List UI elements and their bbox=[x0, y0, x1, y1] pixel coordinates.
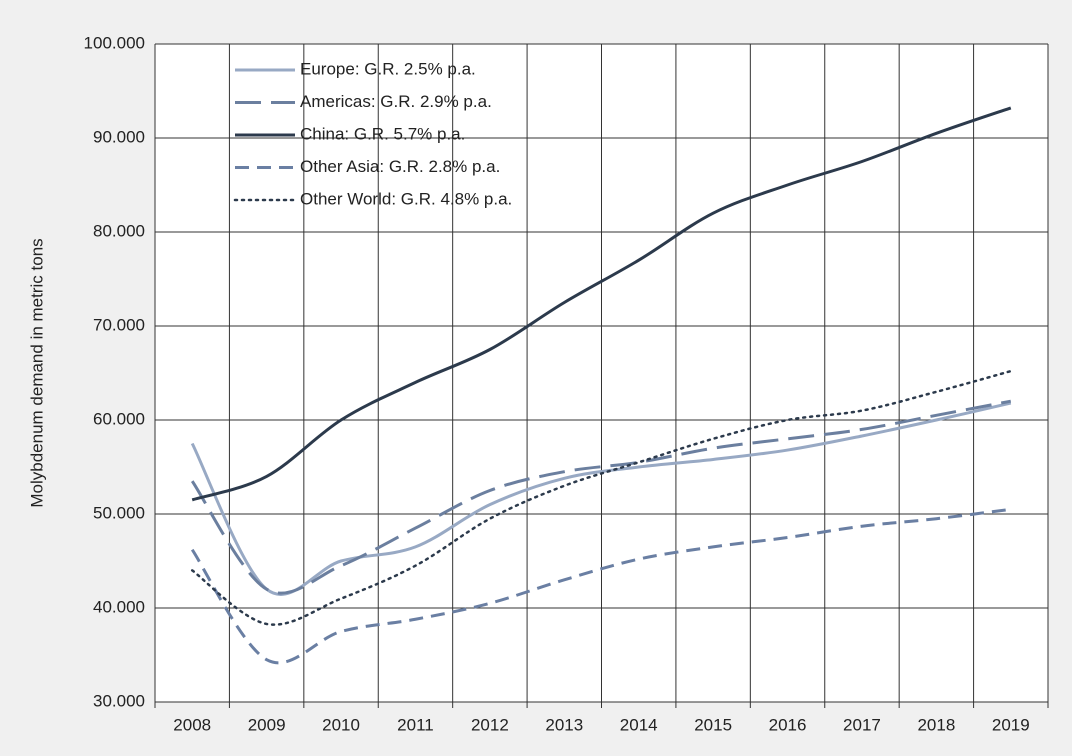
x-tick-label: 2008 bbox=[173, 715, 211, 734]
y-tick-label: 50.000 bbox=[93, 503, 145, 522]
x-tick-label: 2015 bbox=[694, 715, 732, 734]
series-line bbox=[190, 401, 1012, 596]
x-tick-label: 2013 bbox=[545, 715, 583, 734]
x-tick-label: 2010 bbox=[322, 715, 360, 734]
x-tick-label: 2014 bbox=[620, 715, 658, 734]
y-axis-label: Molybdenum demand in metric tons bbox=[27, 238, 46, 507]
x-tick-label: 2012 bbox=[471, 715, 509, 734]
series-line bbox=[190, 369, 1013, 626]
legend-label: Other World: G.R. 4.8% p.a. bbox=[300, 189, 512, 208]
series-line bbox=[190, 507, 1011, 665]
series-line bbox=[190, 399, 1012, 595]
legend-label: Other Asia: G.R. 2.8% p.a. bbox=[300, 157, 500, 176]
legend-label: Americas: G.R. 2.9% p.a. bbox=[300, 92, 492, 111]
x-tick-label: 2018 bbox=[917, 715, 955, 734]
y-tick-label: 90.000 bbox=[93, 127, 145, 146]
y-tick-label: 40.000 bbox=[93, 597, 145, 616]
legend-label: China: G.R. 5.7% p.a. bbox=[300, 124, 465, 143]
y-tick-label: 100.000 bbox=[84, 33, 145, 52]
x-tick-label: 2009 bbox=[248, 715, 286, 734]
legend-label: Europe: G.R. 2.5% p.a. bbox=[300, 59, 476, 78]
y-tick-label: 70.000 bbox=[93, 315, 145, 334]
series-line bbox=[191, 106, 1012, 502]
x-tick-label: 2017 bbox=[843, 715, 881, 734]
x-tick-label: 2019 bbox=[992, 715, 1030, 734]
y-tick-label: 60.000 bbox=[93, 409, 145, 428]
y-tick-label: 30.000 bbox=[93, 691, 145, 710]
x-tick-label: 2016 bbox=[769, 715, 807, 734]
x-tick-label: 2011 bbox=[397, 715, 434, 734]
y-tick-label: 80.000 bbox=[93, 221, 145, 240]
